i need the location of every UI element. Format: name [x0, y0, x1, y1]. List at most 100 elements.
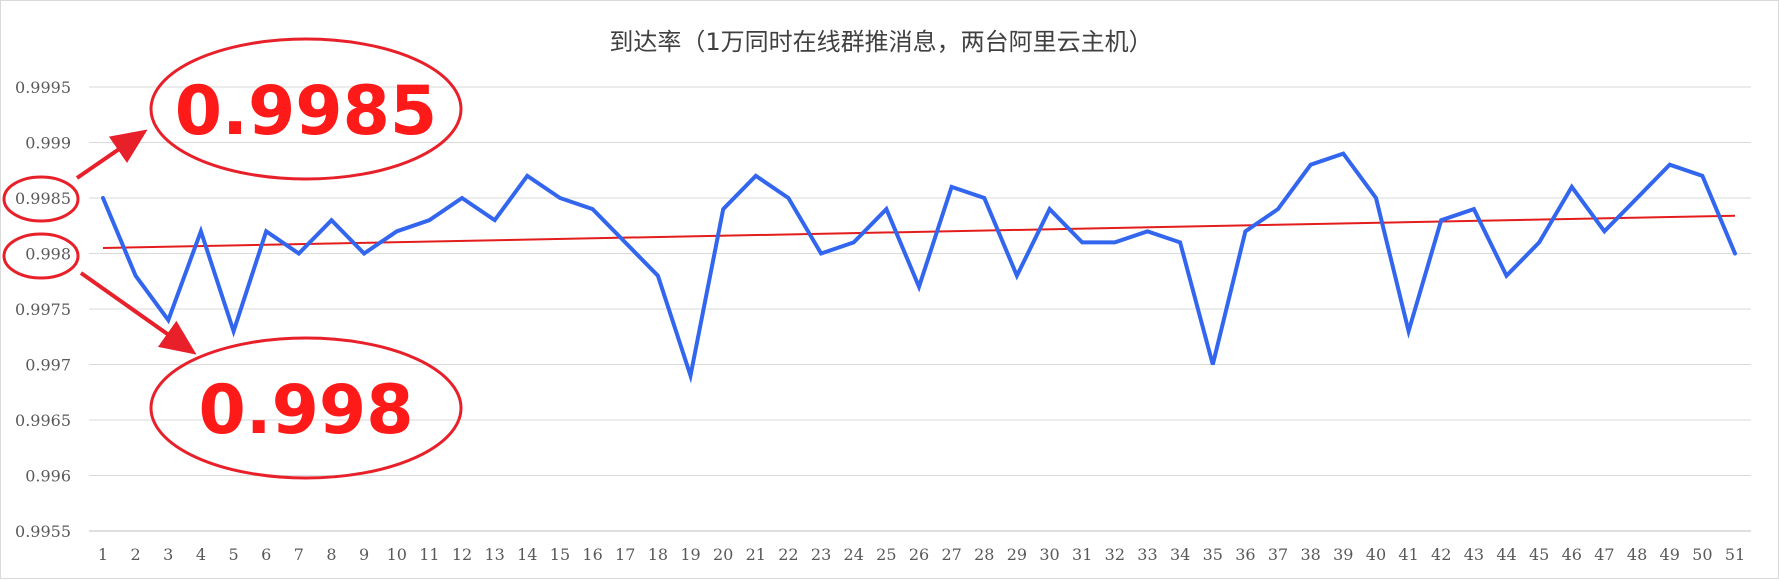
data-point: [526, 175, 529, 177]
data-point: [330, 219, 333, 221]
data-point: [787, 197, 790, 199]
x-tick-label: 35: [1203, 545, 1223, 564]
data-point: [1407, 330, 1410, 333]
data-point: [493, 219, 496, 221]
data-point: [1211, 363, 1214, 366]
data-point: [1277, 208, 1279, 210]
callout-text-top: 0.9985: [175, 72, 437, 151]
data-point: [1636, 197, 1638, 199]
x-tick-label: 12: [452, 545, 472, 564]
x-tick-label: 5: [228, 545, 238, 564]
data-point: [1179, 241, 1181, 244]
data-point: [134, 274, 137, 277]
x-tick-label: 22: [778, 545, 798, 564]
x-tick-label: 2: [131, 545, 141, 564]
x-tick-label: 8: [326, 545, 336, 564]
data-point: [624, 241, 627, 244]
data-point: [363, 252, 365, 255]
x-tick-label: 21: [746, 545, 766, 564]
x-tick-label: 42: [1431, 545, 1451, 564]
y-tick-label: 0.998: [25, 245, 71, 264]
y-axis-tick-labels: 0.9955 0.996 0.9965 0.997 0.9975 0.998 0.9985 0…: [15, 78, 71, 541]
data-point: [1114, 241, 1116, 244]
data-point: [1309, 163, 1312, 166]
x-tick-label: 23: [811, 545, 831, 564]
callout-ellipse-top: [149, 37, 463, 181]
data-point: [1734, 252, 1736, 255]
x-tick-label: 26: [909, 545, 929, 564]
x-tick-label: 10: [387, 545, 407, 564]
x-tick-label: 41: [1398, 545, 1418, 564]
data-point: [1440, 219, 1443, 221]
x-tick-label: 50: [1692, 545, 1712, 564]
series-line: [101, 151, 1737, 384]
x-tick-label: 44: [1496, 545, 1516, 564]
data-point: [657, 274, 659, 277]
x-tick-label: 15: [550, 545, 570, 564]
x-tick-label: 49: [1660, 545, 1680, 564]
x-tick-label: 13: [485, 545, 505, 564]
x-tick-label: 31: [1072, 545, 1092, 564]
y-tick-label: 0.9995: [15, 78, 71, 97]
data-point: [918, 286, 920, 288]
x-tick-label: 7: [294, 545, 304, 564]
x-tick-label: 30: [1039, 545, 1059, 564]
x-tick-label: 27: [941, 545, 961, 564]
data-point: [1505, 274, 1508, 277]
tick-highlight-ellipse-top: [2, 175, 80, 223]
data-point: [1668, 163, 1671, 166]
x-tick-label: 28: [974, 545, 994, 564]
callout-text-bottom: 0.998: [198, 371, 413, 450]
x-tick-label: 43: [1464, 545, 1484, 564]
x-tick-label: 36: [1235, 545, 1255, 564]
data-point: [395, 230, 398, 233]
x-tick-label: 32: [1105, 545, 1125, 564]
data-point: [950, 186, 953, 188]
data-point: [102, 197, 104, 199]
data-point: [1048, 208, 1051, 210]
x-tick-label: 38: [1301, 545, 1321, 564]
trendline-layer: [102, 214, 1736, 249]
x-tick-label: 24: [844, 545, 864, 564]
x-tick-label: 45: [1529, 545, 1549, 564]
data-point: [298, 252, 300, 255]
x-tick-label: 19: [680, 545, 700, 564]
x-tick-label: 4: [196, 545, 206, 564]
data-point: [428, 219, 431, 221]
data-point: [1146, 230, 1149, 233]
chart-title: 到达率（1万同时在线群推消息，两台阿里云主机）: [609, 28, 1152, 56]
data-point: [232, 330, 235, 333]
data-point: [852, 241, 855, 244]
data-point: [1375, 197, 1377, 199]
data-point: [200, 230, 202, 233]
x-tick-label: 11: [419, 545, 439, 564]
data-point: [167, 319, 170, 321]
callout-ellipse-bottom: [149, 336, 463, 480]
x-tick-label: 37: [1268, 545, 1288, 564]
x-axis-tick-labels: 1 2 3 4 5 6 7 8 9 10 11 12 13 14 15 16 17 18 19 20 21 22 23 24 2…: [98, 545, 1745, 564]
y-tick-label: 0.9965: [15, 411, 71, 430]
x-tick-label: 20: [713, 545, 733, 564]
x-tick-label: 17: [615, 545, 635, 564]
data-point: [689, 374, 692, 377]
x-tick-label: 29: [1007, 545, 1027, 564]
data-point: [983, 197, 986, 199]
trendline: [102, 214, 1736, 249]
data-point: [1571, 186, 1573, 188]
data-point: [1081, 241, 1083, 244]
callout-arrow-top: [75, 129, 148, 180]
x-tick-label: 47: [1594, 545, 1614, 564]
x-tick-label: 34: [1170, 545, 1190, 564]
data-point: [591, 208, 594, 210]
grid-lines: [89, 86, 1751, 532]
data-point: [265, 230, 268, 233]
data-point: [1603, 230, 1606, 233]
y-tick-label: 0.997: [25, 356, 71, 375]
callout-arrow-bottom: [79, 271, 197, 355]
x-tick-label: 6: [261, 545, 271, 564]
data-point: [1244, 230, 1247, 233]
x-tick-label: 9: [359, 545, 369, 564]
y-tick-label: 0.9975: [15, 300, 71, 319]
